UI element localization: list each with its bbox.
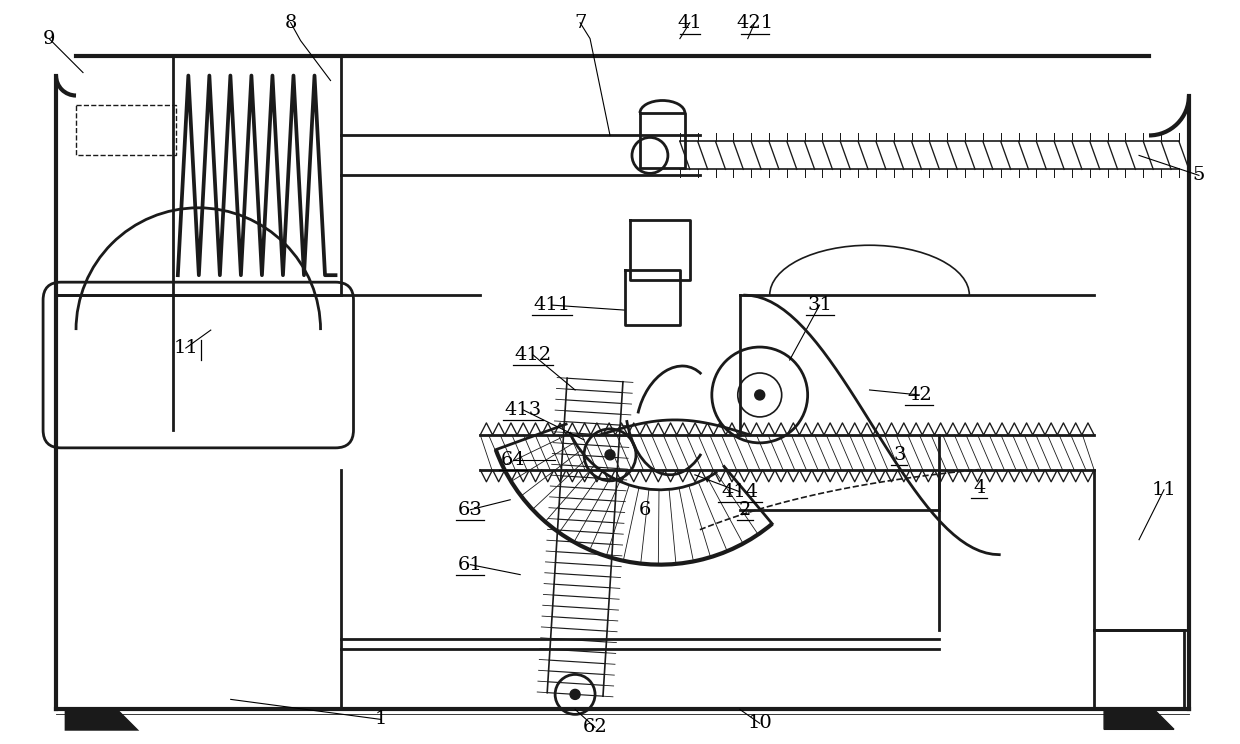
Bar bbox=[1094, 629, 1184, 709]
Polygon shape bbox=[1104, 709, 1174, 729]
Text: 42: 42 bbox=[908, 386, 931, 404]
Text: 62: 62 bbox=[583, 719, 608, 737]
Text: 11: 11 bbox=[174, 339, 198, 357]
Text: 4: 4 bbox=[973, 479, 986, 497]
Text: 5: 5 bbox=[1193, 167, 1205, 185]
Text: 1: 1 bbox=[374, 711, 387, 728]
Circle shape bbox=[570, 690, 580, 699]
Text: 10: 10 bbox=[748, 714, 773, 732]
Text: 41: 41 bbox=[677, 13, 702, 32]
Text: 6: 6 bbox=[639, 501, 651, 519]
Text: 412: 412 bbox=[515, 346, 552, 364]
Text: 63: 63 bbox=[458, 501, 482, 519]
Polygon shape bbox=[66, 709, 136, 729]
Text: 8: 8 bbox=[284, 13, 296, 32]
Text: 64: 64 bbox=[501, 451, 526, 469]
Bar bbox=[76, 106, 176, 155]
Text: 61: 61 bbox=[458, 556, 482, 574]
Text: 411: 411 bbox=[533, 296, 570, 314]
Circle shape bbox=[605, 450, 615, 460]
Text: 7: 7 bbox=[574, 13, 587, 32]
Polygon shape bbox=[66, 709, 136, 729]
Text: 414: 414 bbox=[722, 483, 759, 501]
Text: 2: 2 bbox=[739, 501, 751, 519]
Text: 31: 31 bbox=[807, 296, 832, 314]
Circle shape bbox=[755, 390, 765, 400]
Text: 11: 11 bbox=[1152, 481, 1177, 498]
Text: 3: 3 bbox=[893, 446, 905, 464]
Text: 413: 413 bbox=[505, 401, 542, 419]
Text: 421: 421 bbox=[737, 13, 774, 32]
Text: 9: 9 bbox=[43, 30, 56, 48]
